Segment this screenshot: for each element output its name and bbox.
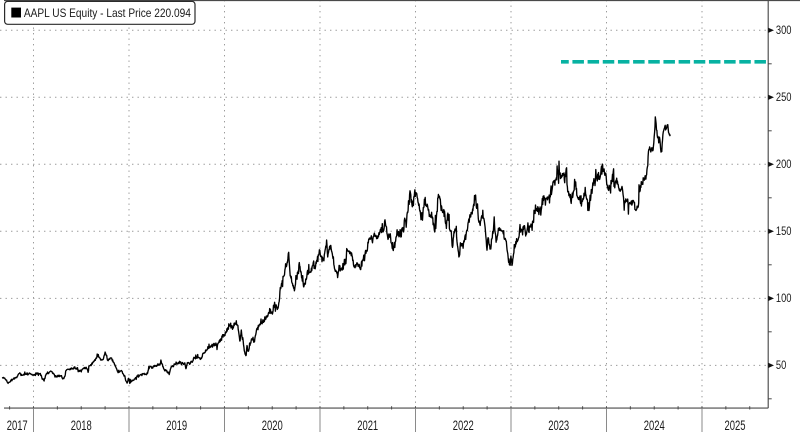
svg-text:50: 50 bbox=[776, 360, 786, 372]
svg-text:2018: 2018 bbox=[71, 418, 92, 432]
svg-text:2020: 2020 bbox=[262, 418, 283, 432]
svg-text:2022: 2022 bbox=[453, 418, 474, 432]
svg-text:250: 250 bbox=[776, 92, 792, 104]
svg-text:300: 300 bbox=[776, 25, 792, 37]
svg-text:AAPL US Equity - Last Price 22: AAPL US Equity - Last Price 220.094 bbox=[24, 6, 191, 20]
svg-text:2025: 2025 bbox=[725, 418, 746, 432]
svg-text:2023: 2023 bbox=[548, 418, 569, 432]
svg-text:2017: 2017 bbox=[7, 418, 28, 432]
svg-text:200: 200 bbox=[776, 159, 792, 171]
svg-text:2019: 2019 bbox=[166, 418, 187, 432]
svg-text:2024: 2024 bbox=[644, 418, 665, 432]
svg-text:100: 100 bbox=[776, 293, 792, 305]
svg-text:2021: 2021 bbox=[357, 418, 378, 432]
svg-text:150: 150 bbox=[776, 226, 792, 238]
